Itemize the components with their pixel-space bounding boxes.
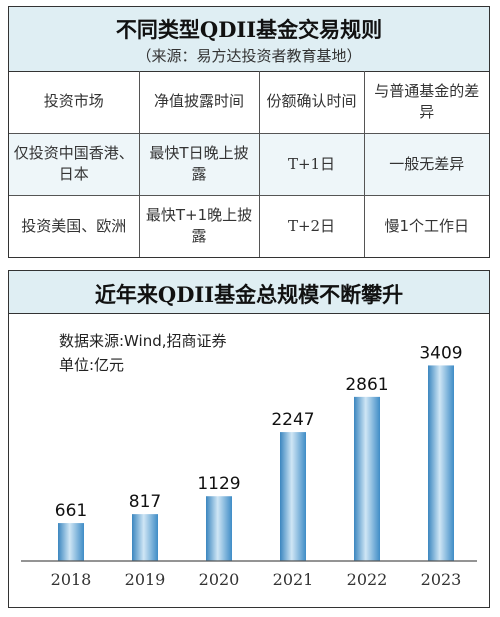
x-tick-2018: 2018 <box>51 570 92 589</box>
data-label-2019: 817 <box>129 492 161 512</box>
chart-title: 近年来QDII基金总规模不断攀升 <box>94 282 404 307</box>
table-header-row: 投资市场 净值披露时间 份额确认时间 与普通基金的差异 <box>9 71 489 134</box>
rules-table: 投资市场 净值披露时间 份额确认时间 与普通基金的差异 仅投资中国香港、日本 最… <box>9 71 489 257</box>
table-cell: T+2日 <box>258 194 365 257</box>
bar-2018 <box>58 523 84 561</box>
x-tick-2022: 2022 <box>347 570 388 589</box>
table-cell: 一般无差异 <box>363 132 489 196</box>
table-cell: 慢1个工作日 <box>363 194 489 257</box>
x-tick-2019: 2019 <box>125 570 166 589</box>
data-label-2022: 2861 <box>345 375 388 395</box>
chart-panel: 近年来QDII基金总规模不断攀升 数据来源:Wind,招商证券 单位:亿元 66… <box>8 270 490 608</box>
x-tick-labels: 2018 2019 2020 2021 2022 2023 <box>51 570 462 589</box>
data-label-2020: 1129 <box>197 474 240 494</box>
bar-2022 <box>354 396 380 561</box>
bar-chart: 数据来源:Wind,招商证券 单位:亿元 661 817 1129 2247 2861 3… <box>21 332 477 589</box>
bar-2023 <box>428 365 454 561</box>
chart-title-bar: 近年来QDII基金总规模不断攀升 <box>9 271 489 314</box>
table-cell: 最快T日晚上披露 <box>138 132 260 196</box>
chart-source-note: 数据来源:Wind,招商证券 <box>59 332 227 350</box>
header-cell: 与普通基金的差异 <box>363 71 489 134</box>
bars-group: 661 817 1129 2247 2861 3409 <box>55 343 463 561</box>
table-cell: 仅投资中国香港、日本 <box>9 132 140 196</box>
header-cell: 份额确认时间 <box>258 71 365 134</box>
table-cell: 最快T+1晚上披露 <box>138 194 260 257</box>
chart-unit-note: 单位:亿元 <box>59 356 124 374</box>
table-row: 仅投资中国香港、日本 最快T日晚上披露 T+1日 一般无差异 <box>9 132 489 196</box>
x-tick-2021: 2021 <box>273 570 314 589</box>
header-cell: 净值披露时间 <box>138 71 260 134</box>
data-label-2021: 2247 <box>271 410 314 430</box>
data-label-2023: 3409 <box>419 343 462 363</box>
table-cell: T+1日 <box>258 132 365 196</box>
header-cell: 投资市场 <box>9 71 140 134</box>
bar-2021 <box>280 432 306 561</box>
bar-2020 <box>206 496 232 561</box>
data-label-2018: 661 <box>55 501 87 521</box>
table-row: 投资美国、欧洲 最快T+1晚上披露 T+2日 慢1个工作日 <box>9 194 489 257</box>
table-subtitle: （来源：易方达投资者教育基地） <box>136 47 362 65</box>
bar-2019 <box>132 514 158 561</box>
rules-table-panel: 不同类型QDII基金交易规则 （来源：易方达投资者教育基地） 投资市场 净值披露… <box>8 6 490 258</box>
x-tick-2020: 2020 <box>199 570 240 589</box>
x-tick-2023: 2023 <box>421 570 462 589</box>
table-title: 不同类型QDII基金交易规则 <box>115 17 383 42</box>
table-cell: 投资美国、欧洲 <box>9 194 140 257</box>
table-title-bar: 不同类型QDII基金交易规则 （来源：易方达投资者教育基地） <box>9 7 489 72</box>
